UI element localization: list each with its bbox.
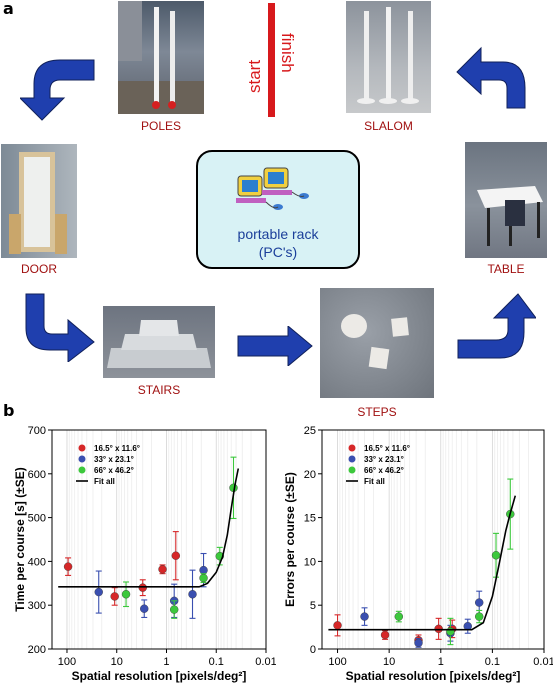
legend-swatch bbox=[78, 444, 86, 452]
y-tick-label: 200 bbox=[28, 644, 46, 656]
data-point bbox=[63, 562, 73, 571]
data-point bbox=[121, 590, 131, 599]
plot-frame bbox=[51, 429, 267, 650]
data-point bbox=[475, 612, 484, 621]
time-per-course-chart: 200 300 400 500 600 700 100 10 1 0.1 0.01 Spatial r… bbox=[13, 425, 276, 683]
fit-line bbox=[328, 495, 517, 631]
data-point bbox=[199, 573, 208, 583]
finish-label: finish bbox=[278, 33, 297, 73]
x-tick-label: 10 bbox=[111, 656, 123, 668]
stairs-photo bbox=[103, 306, 215, 378]
legend-label: 66° x 46.2° bbox=[364, 466, 404, 475]
legend-label: 33° x 23.1° bbox=[94, 455, 134, 464]
x-tick-label: 0.1 bbox=[485, 656, 500, 668]
data-point bbox=[475, 598, 484, 607]
y-tick-label: 20 bbox=[304, 469, 316, 481]
arrow-poles-to-door bbox=[20, 59, 95, 121]
portable-rack-box: portable rack (PC's) bbox=[196, 150, 360, 269]
data-point bbox=[333, 621, 342, 630]
x-axis-label: Spatial resolution [pixels/deg²] bbox=[72, 669, 247, 683]
data-point bbox=[380, 630, 390, 640]
legend-label: Fit all bbox=[94, 477, 115, 486]
x-axis-label: Spatial resolution [pixels/deg²] bbox=[346, 669, 521, 683]
legend-swatch bbox=[78, 466, 86, 474]
plot-frame bbox=[321, 429, 545, 650]
data-point bbox=[446, 627, 455, 636]
fit-line bbox=[58, 468, 240, 588]
y-tick-label: 10 bbox=[304, 556, 316, 568]
door-photo bbox=[1, 144, 77, 258]
legend-swatch bbox=[78, 455, 86, 463]
arrow-slalom-to-poles bbox=[456, 46, 526, 109]
steps-photo bbox=[320, 288, 434, 398]
y-tick-label: 400 bbox=[28, 556, 46, 568]
x-tick-label: 0.01 bbox=[255, 656, 276, 668]
data-point bbox=[94, 587, 103, 597]
data-point bbox=[169, 605, 179, 614]
data-point bbox=[188, 590, 197, 599]
legend-label: 33° x 23.1° bbox=[364, 455, 404, 464]
data-point bbox=[199, 565, 208, 575]
y-tick-label: 300 bbox=[28, 600, 46, 612]
x-tick-label: 10 bbox=[383, 656, 395, 668]
x-tick-label: 100 bbox=[328, 656, 346, 668]
computer-icon bbox=[236, 167, 309, 210]
steps-caption: STEPS bbox=[357, 405, 397, 419]
legend-label: 16.5° x 11.6° bbox=[94, 444, 140, 453]
legend: 16.5° x 11.6° 33° x 23.1° 66° x 46.2° Fit a… bbox=[346, 444, 410, 486]
x-tick-label: 0.01 bbox=[533, 656, 553, 668]
legend-label: Fit all bbox=[364, 477, 385, 486]
arrow-door-to-stairs bbox=[25, 293, 95, 362]
x-tick-label: 1 bbox=[438, 656, 444, 668]
poles-caption: POLES bbox=[140, 119, 182, 133]
data-point bbox=[138, 583, 147, 592]
legend-label: 66° x 46.2° bbox=[94, 466, 134, 475]
data-point bbox=[434, 624, 443, 634]
y-axis-label: Time per course [s] (±SE) bbox=[13, 467, 27, 611]
y-tick-label: 0 bbox=[310, 644, 316, 656]
legend-swatch bbox=[348, 444, 356, 452]
data-point bbox=[110, 592, 119, 601]
y-tick-label: 600 bbox=[28, 469, 46, 481]
arrow-steps-to-table bbox=[457, 293, 536, 359]
data-point bbox=[158, 565, 167, 574]
x-tick-label: 1 bbox=[163, 656, 169, 668]
table-photo bbox=[465, 142, 547, 258]
data-point bbox=[140, 604, 149, 613]
arrow-stairs-to-steps bbox=[237, 326, 313, 366]
y-tick-label: 700 bbox=[28, 425, 46, 437]
legend-swatch bbox=[348, 466, 356, 474]
poles-photo bbox=[118, 1, 204, 114]
start-label: start bbox=[245, 60, 264, 93]
rack-label-line1: portable rack bbox=[237, 226, 319, 242]
panel-a-label: a bbox=[3, 0, 14, 18]
y-tick-label: 15 bbox=[304, 513, 316, 525]
legend-swatch bbox=[348, 455, 356, 463]
x-tick-label: 100 bbox=[58, 656, 76, 668]
table-caption: TABLE bbox=[487, 262, 525, 276]
data-point bbox=[394, 612, 404, 621]
start-finish-labels: start finish bbox=[245, 33, 297, 93]
rack-label-line2: (PC's) bbox=[258, 244, 298, 260]
y-tick-label: 500 bbox=[28, 513, 46, 525]
y-tick-label: 25 bbox=[304, 425, 316, 437]
slalom-caption: SLALOM bbox=[364, 119, 413, 133]
legend: 16.5° x 11.6° 33° x 23.1° 66° x 46.2° Fit a… bbox=[76, 444, 140, 486]
data-point bbox=[491, 551, 501, 560]
data-point bbox=[414, 638, 423, 648]
door-caption: DOOR bbox=[21, 262, 57, 276]
legend-label: 16.5° x 11.6° bbox=[364, 444, 410, 453]
y-axis-label: Errors per course (±SE) bbox=[283, 472, 297, 607]
data-point bbox=[171, 551, 180, 560]
slalom-photo bbox=[346, 1, 431, 113]
start-finish-bar bbox=[268, 3, 275, 117]
data-point bbox=[360, 612, 369, 621]
stairs-caption: STAIRS bbox=[137, 383, 181, 397]
y-tick-label: 5 bbox=[310, 600, 316, 612]
errors-per-course-chart: 0 5 10 15 20 25 100 10 1 0.1 0.01 Spatial resolutio… bbox=[283, 425, 553, 683]
panel-b-label: b bbox=[3, 401, 15, 420]
x-tick-label: 0.1 bbox=[209, 656, 224, 668]
